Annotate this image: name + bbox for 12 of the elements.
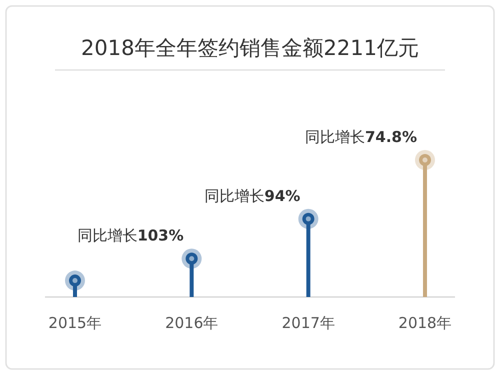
point [298, 208, 318, 229]
annotation: 同比增长103% [77, 226, 184, 245]
x-tick-label: 2017年 [282, 314, 335, 332]
x-tick-label: 2018年 [398, 314, 452, 332]
annotation: 同比增长94% [204, 186, 300, 205]
point [415, 150, 435, 170]
point [65, 270, 85, 291]
point [182, 248, 202, 269]
x-tick-label: 2015年 [48, 314, 102, 332]
annotation: 同比增长74.8% [304, 128, 417, 146]
chart-title: 2018年全年签约销售金额2211亿元 [81, 36, 419, 60]
x-tick-label: 2016年 [165, 314, 218, 332]
